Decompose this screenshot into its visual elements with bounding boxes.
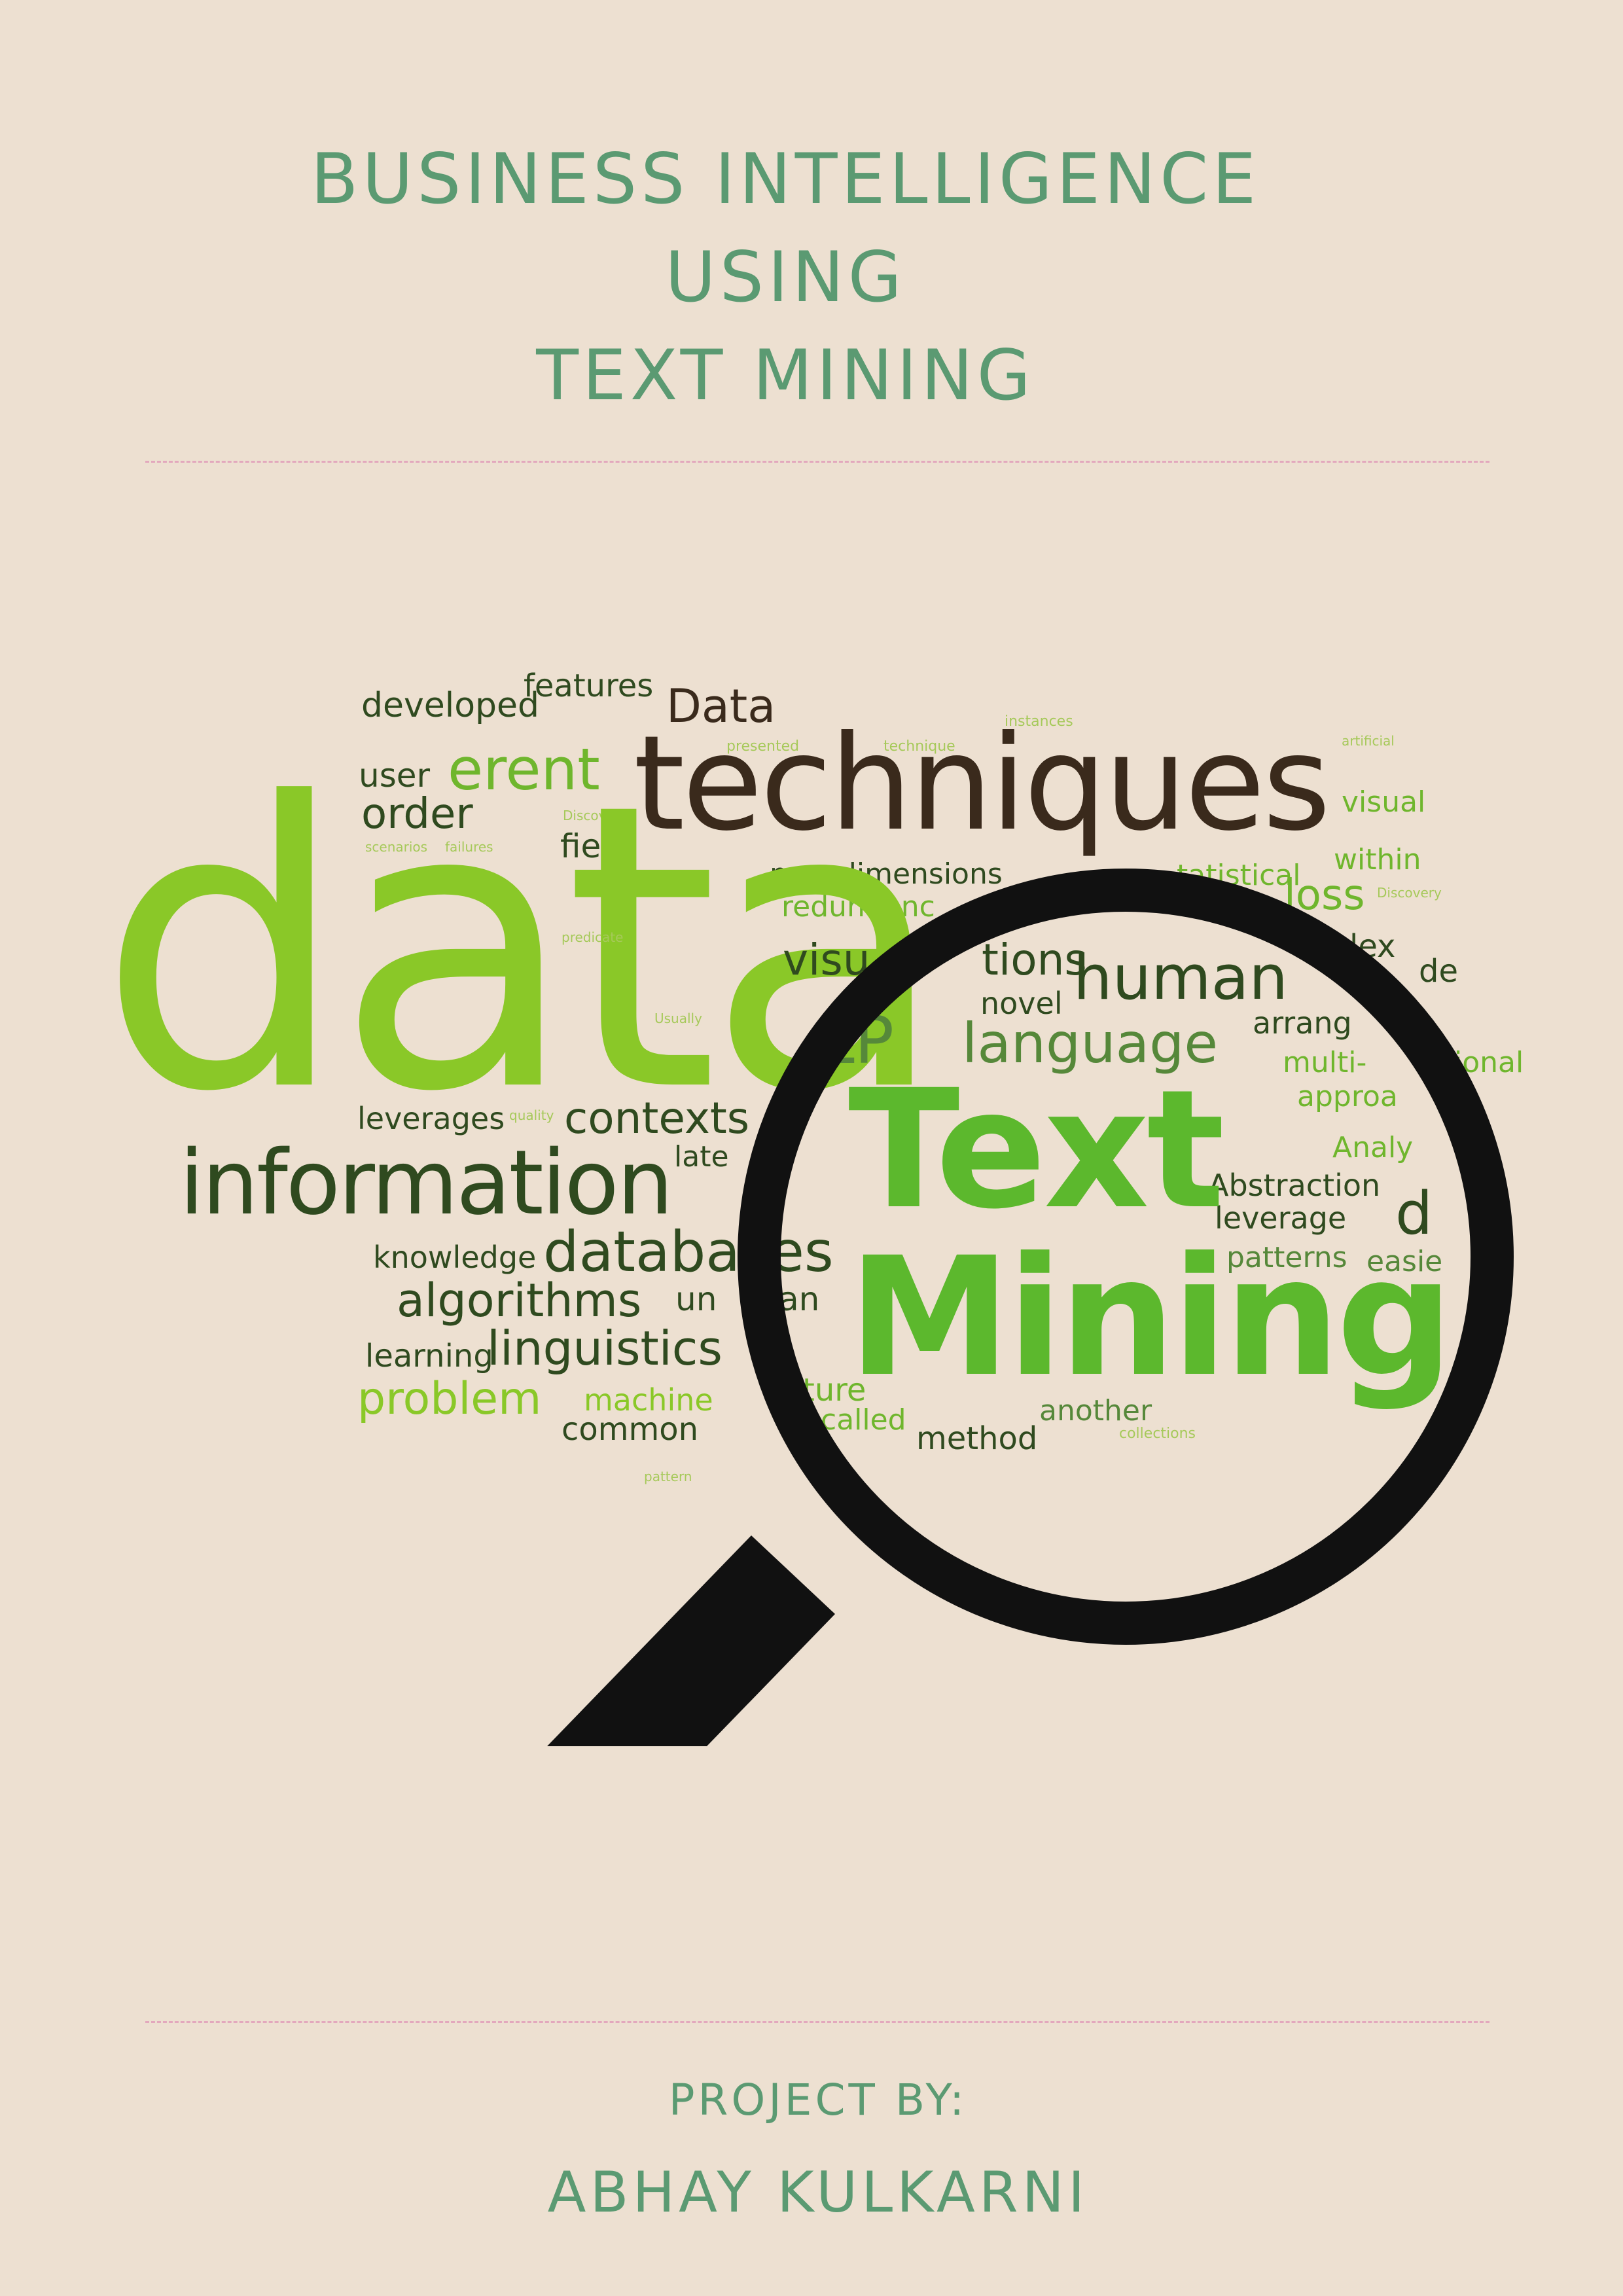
cloud-word: features — [524, 668, 654, 704]
cloud-word: artificial — [1342, 733, 1395, 749]
cloud-word: visual — [1342, 785, 1426, 819]
cloud-word-mining: Mining — [848, 1222, 1454, 1412]
cloud-word: called — [821, 1403, 906, 1437]
cloud-word: Abstraction — [1208, 1168, 1381, 1203]
cloud-word: multi- — [1283, 1046, 1367, 1079]
cloud-word: within — [1334, 843, 1421, 876]
cloud-word: field — [560, 827, 631, 865]
magnifier-handle — [547, 1535, 835, 1746]
top-divider — [145, 461, 1489, 463]
cloud-word-techniques: techniques — [633, 708, 1330, 860]
bottom-divider — [145, 2021, 1489, 2023]
cloud-word: predicate — [562, 929, 624, 945]
cloud-word: order — [361, 790, 473, 838]
title-line-3: TEXT MINING — [536, 335, 1035, 416]
cloud-word: redundanc — [781, 890, 935, 924]
project-by-label: PROJECT BY: — [668, 2075, 968, 2125]
cloud-word: presented — [726, 738, 800, 755]
cloud-word: scenarios — [365, 839, 428, 855]
cloud-word: novel — [980, 986, 1063, 1021]
cloud-word: learning — [365, 1338, 493, 1374]
cloud-word: method — [916, 1420, 1038, 1457]
cloud-word: language — [962, 1011, 1219, 1075]
cloud-word: algorithms — [397, 1274, 642, 1327]
cloud-word: contexts — [564, 1093, 750, 1143]
cloud-word: common — [562, 1411, 699, 1448]
cloud-word: linguistics — [487, 1321, 722, 1376]
author-name: ABHAY KULKARNI — [547, 2160, 1089, 2225]
cloud-word: ture — [802, 1372, 866, 1408]
magnifier-lens-rim — [738, 869, 1514, 1645]
cloud-word: Discovery — [1377, 885, 1442, 901]
cloud-word: de — [1419, 953, 1458, 990]
title-line-1: BUSINESS INTELLIGENCE — [310, 139, 1260, 219]
cloud-word: user — [359, 757, 431, 795]
cloud-word: Data — [666, 679, 776, 733]
cloud-word: human — [1073, 942, 1288, 1014]
cloud-word: Discovery — [563, 808, 628, 823]
cloud-word: quality — [509, 1107, 554, 1123]
cloud-word: tions — [982, 935, 1087, 985]
cloud-word: Usually — [654, 1011, 702, 1026]
cloud-word: late — [674, 1140, 729, 1174]
cloud-word-text: Text — [848, 1054, 1225, 1245]
cloud-word: problem — [357, 1373, 542, 1425]
cloud-word: leverage — [1215, 1200, 1347, 1236]
cloud-word: approa — [1297, 1080, 1398, 1113]
cloud-word: new dimensions — [770, 857, 1003, 891]
cloud-word: easie — [1366, 1245, 1443, 1278]
cloud-word: knowledge — [373, 1240, 537, 1275]
cloud-word: patterns — [1226, 1241, 1347, 1274]
title-line-2: USING — [665, 237, 906, 317]
cloud-word: Analy — [1332, 1131, 1414, 1164]
cloud-word: instances — [1005, 713, 1073, 730]
cloud-word: developed — [361, 686, 540, 725]
cloud-word: another — [1039, 1394, 1152, 1427]
cloud-word-information: information — [179, 1132, 673, 1235]
cloud-word: un — [675, 1280, 717, 1318]
cloud-word: pattern — [644, 1469, 692, 1484]
cloud-word: collections — [1119, 1426, 1196, 1442]
cloud-word: databa — [543, 1219, 740, 1285]
cloud-word: erent — [448, 736, 600, 803]
cloud-word: technique — [883, 738, 955, 755]
cloud-word: leverages — [357, 1101, 505, 1136]
cloud-word: an — [779, 1280, 820, 1318]
cloud-word: machine — [584, 1382, 713, 1418]
cloud-word: visu — [783, 935, 870, 985]
cloud-word: d — [1395, 1179, 1433, 1248]
cloud-word: arrang — [1253, 1005, 1352, 1041]
cloud-word: failures — [445, 839, 493, 855]
